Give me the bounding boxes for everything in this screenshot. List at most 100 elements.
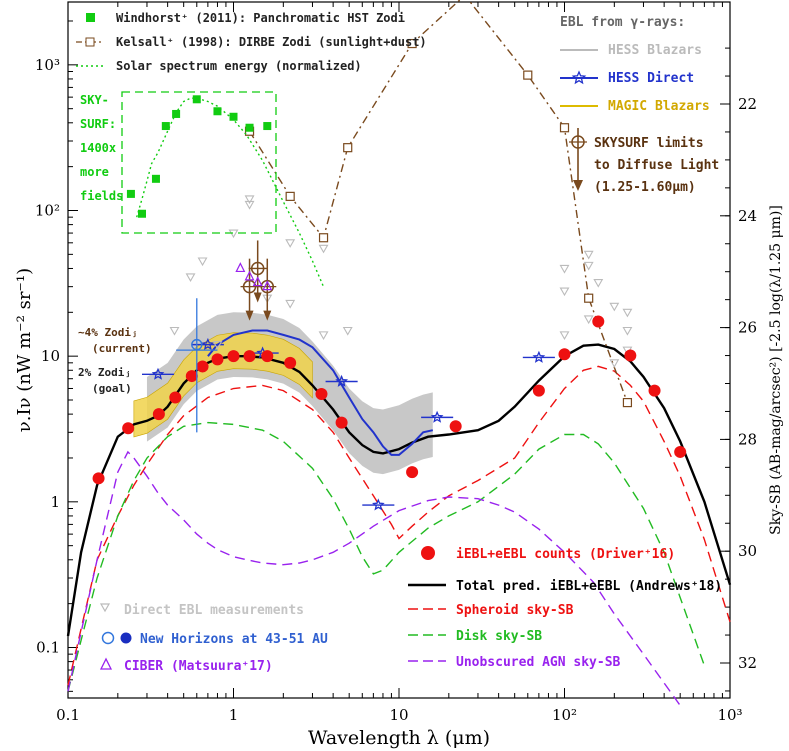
skysurf-point xyxy=(242,279,257,294)
legend-ciber-label: CIBER (Matsuura⁺17) xyxy=(124,659,273,674)
hess-direct-star xyxy=(335,374,349,387)
kelsall-point xyxy=(559,123,570,133)
direct-ebl-point xyxy=(583,315,594,325)
counts-point xyxy=(122,422,135,435)
y2-tick-label: 22 xyxy=(738,95,757,113)
counts-point xyxy=(674,445,687,458)
legend-solar-label: Solar spectrum energy (normalized) xyxy=(116,59,362,73)
legend-magic-label: MAGIC Blazars xyxy=(608,99,710,114)
skysurf-box xyxy=(121,91,277,234)
hess-direct-star xyxy=(430,410,444,423)
counts-point xyxy=(648,384,661,397)
legend-kelsall-label: Kelsall⁺ (1998): DIRBE Zodi (sunlight+du… xyxy=(116,35,427,49)
y2-tick-label: 32 xyxy=(738,654,757,672)
counts-point xyxy=(532,384,545,397)
legend-kelsall-marker xyxy=(85,37,95,47)
skysurf-point xyxy=(250,261,265,276)
legend-windhorst-marker xyxy=(86,13,95,22)
legend-skysurf-label: (1.25-1.60μm) xyxy=(594,180,696,195)
legend-skysurf-arrow xyxy=(573,180,583,191)
counts-point xyxy=(92,472,105,485)
skysurf-arrow xyxy=(263,310,272,321)
zodi-current-label: ~4% Zodiⱼ xyxy=(78,326,138,339)
windhorst-point xyxy=(161,122,170,131)
y2-tick-label: 26 xyxy=(738,319,757,337)
legend-windhorst-label: Windhorst⁺ (2011): Panchromatic HST Zodi xyxy=(116,11,405,25)
series-spheroid xyxy=(67,365,731,686)
windhorst-point xyxy=(245,123,254,132)
direct-ebl-point xyxy=(318,244,329,254)
y2-tick-label: 30 xyxy=(738,542,757,560)
direct-ebl-point xyxy=(212,341,223,350)
direct-ebl-point xyxy=(609,359,620,368)
direct-ebl-point xyxy=(185,273,196,283)
counts-point xyxy=(152,408,165,421)
kelsall-point xyxy=(318,233,329,243)
direct-ebl-point xyxy=(559,287,570,297)
new-horizons-open-point xyxy=(191,338,203,351)
kelsall-point xyxy=(407,38,417,49)
series-kelsall xyxy=(248,0,629,403)
legend-counts-label: iEBL+eEBL counts (Driver⁺16) xyxy=(456,547,675,562)
zodi-current-sublabel: (current) xyxy=(92,342,152,355)
legend-skysurf-marker xyxy=(571,135,585,149)
direct-ebl-point xyxy=(593,279,604,288)
direct-ebl-point xyxy=(583,261,594,271)
x-tick-label: 10 xyxy=(389,706,408,724)
legend-direct-marker xyxy=(99,603,111,613)
hess-direct-star xyxy=(532,350,546,363)
kelsall-point xyxy=(285,191,295,201)
direct-ebl-point xyxy=(169,326,180,336)
zodi-goal-sublabel: (goal) xyxy=(92,382,132,395)
counts-point xyxy=(406,466,419,479)
skysurf-box-label: 1400x xyxy=(80,141,116,155)
legend-ciber-marker xyxy=(99,657,113,670)
direct-ebl-point xyxy=(559,264,570,274)
counts-point xyxy=(624,349,637,362)
legend-spheroid-label: Spheroid sky-SB xyxy=(456,603,574,618)
y2-axis-label: Sky-SB (AB-mag/arcsec²) [-2.5 log(λ/1.25… xyxy=(768,205,784,535)
direct-ebl-point xyxy=(285,239,296,248)
legend-skysurf-label: SKYSURF limits xyxy=(594,136,704,151)
series-solar xyxy=(136,97,325,287)
x-tick-label: 10³ xyxy=(717,706,742,724)
ciber-point xyxy=(262,280,273,291)
series-disk xyxy=(67,421,706,692)
legends: ~4% Zodiⱼ (current) 2% Zodiⱼ (goal) Windhors… xyxy=(76,11,722,674)
series-total xyxy=(66,343,732,637)
direct-ebl-point xyxy=(559,331,570,340)
y-tick-label: 1 xyxy=(50,493,60,511)
direct-ebl-point xyxy=(342,326,353,336)
windhorst-point xyxy=(172,109,181,118)
series-lines xyxy=(66,0,732,706)
series-agn xyxy=(67,450,681,706)
direct-ebl-point xyxy=(622,326,633,336)
kelsall-point xyxy=(584,293,594,303)
counts-point xyxy=(211,353,224,366)
y-tick-label: 10 xyxy=(41,347,60,365)
ciber-point xyxy=(252,276,263,287)
y2-tick-label: 28 xyxy=(738,430,757,448)
legend-nh-open-marker xyxy=(101,631,115,645)
direct-ebl-point xyxy=(244,200,255,210)
direct-ebl-point xyxy=(197,257,208,267)
x-tick-label: 1 xyxy=(229,706,239,724)
kelsall-point xyxy=(622,397,633,408)
legend-gamma-title: EBL from γ-rays: xyxy=(560,15,685,30)
legend-disk-label: Disk sky-SB xyxy=(456,629,542,644)
direct-ebl-point xyxy=(244,195,255,205)
axes: 0.1 1 10 10² 10³ 0.1 1 10 10² 10³ 22 24 26 28 30 32 Wave… xyxy=(14,1,784,749)
windhorst-point xyxy=(151,174,160,183)
hess-direct-star xyxy=(372,498,385,511)
x-tick-label: 0.1 xyxy=(56,706,80,724)
kelsall-point xyxy=(523,70,533,80)
legend-total-label: Total pred. iEBL+eEBL (Andrews⁺18) xyxy=(456,579,722,594)
counts-point xyxy=(284,356,297,369)
y-tick-label: 0.1 xyxy=(36,638,60,656)
windhorst-point xyxy=(229,112,238,121)
legend-nh-filled-marker xyxy=(120,632,132,644)
hess-direct-star xyxy=(151,367,165,380)
legend-new_horizons-label: New Horizons at 43-51 AU xyxy=(140,632,328,647)
direct-ebl-point xyxy=(285,299,296,309)
windhorst-point xyxy=(213,107,222,116)
